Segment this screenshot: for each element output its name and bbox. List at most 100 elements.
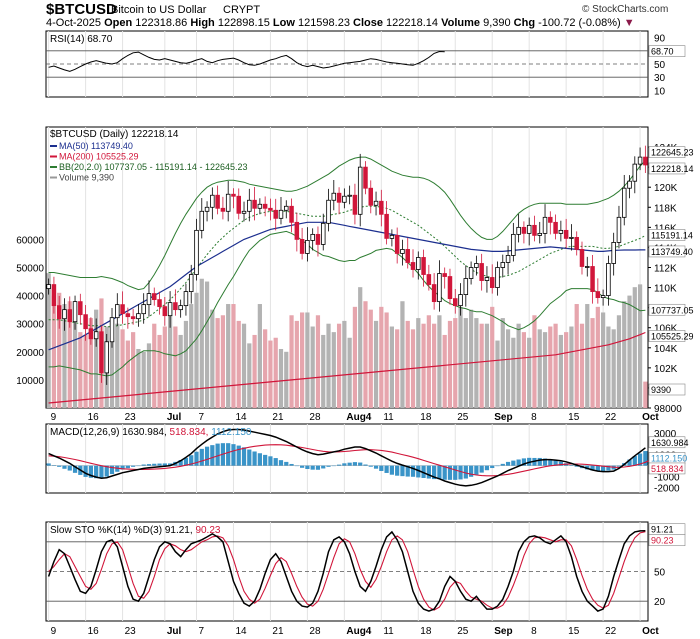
macd-line — [48, 428, 646, 487]
candle-body-63 — [379, 200, 384, 215]
macd-hist-bar-15 — [125, 465, 130, 469]
macd-hist-bar-3 — [62, 465, 67, 469]
volume-bar-43 — [273, 337, 278, 408]
volume-bar-22 — [162, 326, 167, 408]
volume-bar-68 — [405, 320, 410, 408]
candle-body-53 — [326, 199, 331, 224]
volume-bar-1 — [51, 295, 57, 408]
macd-hist-bar-22 — [162, 463, 167, 466]
candle-body-26 — [183, 291, 189, 307]
macd-hist-bar-82 — [479, 465, 484, 473]
candle-body-98 — [563, 229, 569, 239]
macd-hist-bar-85 — [495, 465, 500, 467]
candle-body-40 — [257, 203, 263, 209]
price-right-label-4-box — [648, 303, 686, 316]
candle-body-80 — [468, 267, 474, 279]
macd-hist-bar-34 — [226, 443, 231, 466]
volume-bar-94 — [542, 332, 548, 408]
candle-body-9 — [93, 331, 99, 340]
volume-bar-63 — [379, 306, 384, 408]
x-label-sto-5: 14 — [235, 626, 247, 637]
macd-hist-bar-72 — [426, 465, 431, 479]
macd-hist-bar-27 — [189, 455, 194, 466]
volume-bar-58 — [352, 306, 358, 408]
macd-hist-bar-81 — [474, 465, 479, 475]
rsi-line — [48, 50, 445, 72]
macd-hist-bar-84 — [490, 465, 495, 469]
macd-hist-bar-44 — [278, 460, 284, 466]
macd-hist-bar-76 — [447, 465, 453, 480]
candle-body-77 — [453, 298, 458, 307]
macd-hist-bar-99 — [569, 465, 574, 466]
sto-right-label-0: 91.21 — [651, 525, 674, 535]
volume-bar-103 — [590, 318, 595, 408]
volume-bar-14 — [120, 329, 125, 408]
macd-right-label-2: 518.834 — [651, 464, 684, 474]
sto-right-label-1: 90.23 — [651, 536, 674, 546]
candle-body-36 — [236, 195, 241, 214]
volume-bar-78 — [458, 306, 463, 408]
sto-k-line — [47, 529, 646, 612]
candle-body-66 — [394, 234, 400, 254]
candle-body-23 — [167, 302, 173, 317]
volume-tick-2: 30000 — [16, 320, 44, 331]
candle-body-15 — [125, 313, 131, 318]
volume-bar-85 — [495, 340, 500, 408]
x-label-price-12: Sep — [494, 412, 512, 423]
macd-hist-bar-66 — [395, 465, 400, 476]
candle-body-96 — [553, 221, 558, 234]
candle-body-76 — [447, 276, 453, 300]
volume-bar-83 — [484, 323, 490, 408]
candle-body-86 — [500, 262, 506, 268]
volume-bar-90 — [521, 332, 527, 408]
x-label-sto-4: 7 — [199, 626, 205, 637]
volume-bar-80 — [468, 309, 474, 408]
x-label-price-10: 18 — [420, 412, 432, 423]
price-frame — [45, 126, 649, 409]
candle-body-24 — [173, 302, 178, 311]
x-label-sto-12: Sep — [494, 626, 512, 637]
bb-lower-line — [48, 230, 646, 377]
macd-hist-bar-48 — [300, 465, 305, 468]
macd-hist-bar-12 — [109, 465, 115, 475]
volume-bar-61 — [368, 309, 373, 408]
candle-body-100 — [574, 236, 579, 250]
macd-hist-bar-0 — [46, 463, 51, 466]
macd-hist-bar-20 — [152, 463, 157, 466]
volume-bar-60 — [363, 301, 368, 408]
volume-bar-88 — [511, 337, 516, 408]
volume-bar-35 — [231, 304, 236, 408]
macd-hist-bar-62 — [373, 465, 379, 469]
macd-hist-bar-31 — [210, 445, 215, 466]
candle-body-17 — [136, 313, 141, 320]
volume-bar-110 — [627, 295, 632, 408]
volume-bar-74 — [437, 315, 442, 408]
symbol-title[interactable]: $BTCUSD — [46, 1, 117, 18]
macd-hist-bar-5 — [72, 465, 78, 473]
volume-bar-32 — [215, 318, 220, 408]
volume-bar-70 — [416, 318, 421, 408]
candle-body-11 — [104, 341, 109, 374]
price-tick-7: 112K — [654, 264, 677, 275]
bb-mid-line — [48, 205, 646, 328]
macd-hist-bar-90 — [521, 458, 527, 466]
volume-bar-0 — [46, 273, 51, 408]
candle-body-107 — [611, 242, 616, 264]
volume-bar-56 — [342, 320, 347, 408]
candle-body-43 — [273, 209, 278, 219]
candle-body-84 — [489, 277, 495, 288]
candle-body-101 — [579, 249, 585, 267]
volume-bar-29 — [199, 278, 204, 408]
candle-body-102 — [585, 266, 590, 268]
candle-body-59 — [357, 166, 363, 215]
rsi-title: RSI(14) 68.70 — [50, 34, 113, 45]
volume-bar-26 — [183, 320, 189, 408]
macd-hist-bar-42 — [268, 456, 273, 466]
macd-hist-bar-49 — [305, 465, 310, 470]
candle-body-81 — [474, 263, 479, 268]
chart-header: $BTCUSD Bitcoin to US Dollar CRYPT © Sto… — [46, 1, 668, 29]
candle-body-6 — [78, 301, 83, 316]
volume-bar-28 — [194, 292, 199, 408]
macd-hist-bar-106 — [606, 465, 611, 471]
